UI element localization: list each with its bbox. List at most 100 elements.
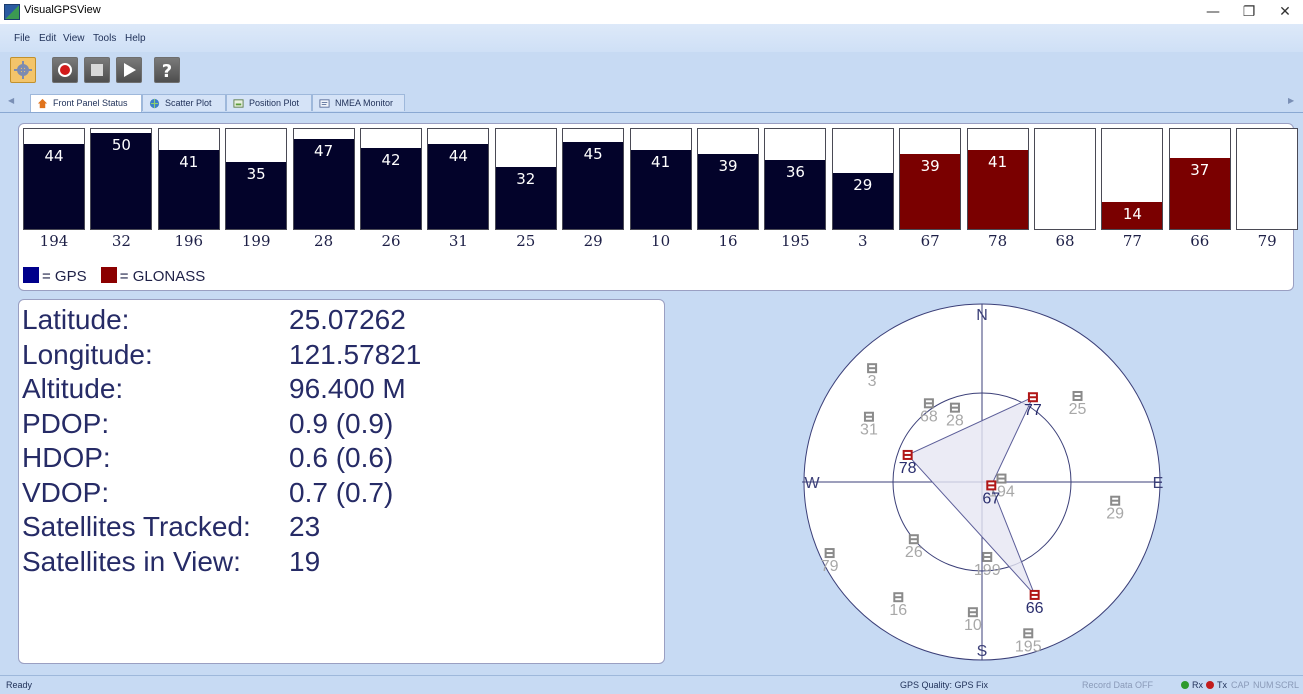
compass-north: N (976, 307, 988, 324)
signal-bar-snr: 41 (651, 153, 671, 171)
info-row: Altitude: 96.400 M (22, 373, 406, 407)
info-label: Latitude: (22, 304, 130, 335)
signal-bar-prn: 66 (1190, 232, 1210, 250)
menu-file[interactable]: File (14, 33, 31, 44)
info-row: Satellites Tracked: 23 (22, 511, 320, 545)
window-title: VisualGPSView (24, 4, 101, 16)
tab-scroll-right-icon[interactable]: ▶ (1288, 96, 1295, 105)
info-label: Altitude: (22, 373, 124, 404)
signal-bar-31: 44 (427, 128, 490, 230)
signal-bar-10: 41 (629, 128, 692, 230)
satellite-icon (982, 551, 993, 562)
info-label: Satellites Tracked: (22, 511, 251, 542)
status-tx: Tx (1217, 680, 1227, 690)
tab-label: Position Plot (249, 98, 300, 108)
signal-bar-66: 37 (1168, 128, 1231, 230)
signal-bar-68 (1034, 128, 1096, 230)
signal-bar-78: 41 (966, 128, 1029, 230)
info-label: HDOP: (22, 442, 111, 473)
satellite-icon (923, 398, 934, 409)
satellite-prn-label: 67 (982, 490, 1000, 507)
play-button[interactable] (116, 57, 142, 83)
help-button[interactable]: ? (154, 57, 180, 83)
signal-bar-fill (24, 144, 84, 229)
signal-bar-3: 29 (831, 128, 894, 230)
signal-bar-194: 44 (23, 128, 85, 230)
signal-bar-snr: 37 (1190, 161, 1210, 179)
monitor-icon (319, 99, 330, 108)
signal-bar-prn: 79 (1257, 232, 1277, 250)
signal-bar-prn: 16 (718, 232, 738, 250)
satellite-prn-label: 77 (1024, 402, 1042, 419)
satellite-icon (824, 548, 835, 559)
title-bar: VisualGPSView — ❐ ✕ (0, 0, 1303, 24)
signal-bar-fill (495, 167, 556, 229)
close-button[interactable]: ✕ (1279, 4, 1291, 20)
home-icon (37, 98, 48, 109)
satellite-prn-label: 68 (920, 408, 938, 425)
satellite-prn-label: 26 (905, 544, 923, 561)
signal-bar-snr: 32 (516, 170, 536, 188)
satellite-icon (908, 534, 919, 545)
info-row: Satellites in View: 19 (22, 546, 320, 580)
menu-help[interactable]: Help (125, 33, 146, 44)
record-button[interactable] (52, 57, 78, 83)
signal-bar-snr: 39 (718, 157, 738, 175)
minimize-button[interactable]: — (1206, 4, 1220, 20)
info-value: 121.57821 (289, 338, 422, 370)
restore-button[interactable]: ❐ (1242, 4, 1256, 20)
signal-bar-29: 45 (562, 128, 625, 230)
status-gps-quality: GPS Quality: GPS Fix (900, 680, 989, 690)
tab-position-plot[interactable]: Position Plot (226, 94, 312, 111)
signal-bar-prn: 10 (651, 232, 671, 250)
signal-bar-79 (1236, 128, 1299, 230)
menu-tools[interactable]: Tools (93, 33, 117, 44)
signal-bar-snr: 47 (314, 142, 334, 160)
signal-bar-199: 35 (225, 128, 288, 230)
compass-south: S (977, 643, 988, 660)
svg-text:?: ? (162, 61, 172, 82)
menu-edit[interactable]: Edit (39, 33, 57, 44)
signal-bar-snr: 14 (1122, 205, 1142, 223)
legend: = GPS = GLONASS (23, 267, 205, 285)
info-row: PDOP: 0.9 (0.9) (22, 408, 393, 442)
stop-button[interactable] (84, 57, 110, 83)
info-row: HDOP: 0.6 (0.6) (22, 442, 393, 476)
tab-scatter-plot[interactable]: Scatter Plot (142, 94, 226, 111)
signal-bar-prn: 78 (988, 232, 1008, 250)
status-scrl: SCRL (1275, 680, 1300, 690)
signal-bar-prn: 67 (920, 232, 940, 250)
glonass-legend-label: = GLONASS (119, 268, 206, 285)
signal-bar-fill (1169, 158, 1230, 229)
status-ready: Ready (6, 680, 33, 690)
menu-view[interactable]: View (63, 33, 85, 44)
satellite-prn-label: 3 (868, 373, 877, 390)
compass-east: E (1153, 475, 1164, 492)
question-icon: ? (162, 61, 172, 82)
info-value: 0.6 (0.6) (289, 442, 394, 473)
satellite-icon (967, 607, 978, 618)
signal-bar-fill (158, 150, 219, 229)
signal-bar-fill (91, 133, 152, 229)
satellite-prn-label: 28 (946, 413, 964, 430)
satellite-prn-label: 79 (821, 558, 839, 575)
tx-indicator-icon (1206, 681, 1214, 689)
tab-front-panel-status[interactable]: Front Panel Status (30, 94, 142, 112)
signal-bar-77: 14 (1101, 128, 1164, 230)
signal-bar-fill (967, 150, 1028, 229)
signal-bar-fill (900, 154, 961, 229)
tab-scroll-left-icon[interactable]: ◀ (8, 96, 15, 105)
signal-bar-prn: 3 (858, 232, 868, 250)
signal-bar-snr: 41 (179, 153, 199, 171)
signal-bar-prn: 195 (781, 232, 810, 250)
signal-bar-fill (361, 148, 421, 229)
signal-bar-prn: 32 (111, 232, 131, 250)
signal-bar-fill (1102, 202, 1163, 229)
settings-button[interactable] (10, 57, 36, 83)
tab-label: Front Panel Status (53, 98, 128, 108)
satellite-icon (893, 592, 904, 603)
tab-nmea-monitor[interactable]: NMEA Monitor (312, 94, 405, 111)
satellite-icon (902, 449, 913, 460)
signal-bar-snr: 35 (246, 165, 266, 183)
